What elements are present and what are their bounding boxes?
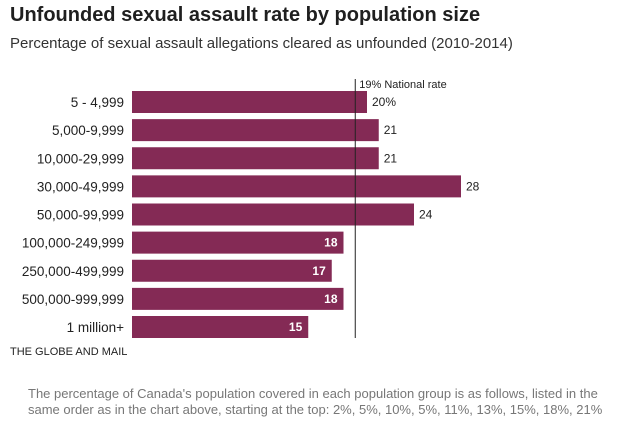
- bar-chart: 5 - 4,999 20% 5,000-9,999 21 10,000-29,999 21…: [22, 79, 480, 338]
- chart-title: Unfounded sexual assault rate by populat…: [10, 4, 481, 26]
- value-label-3: 28: [466, 179, 480, 193]
- value-label-1: 21: [384, 123, 398, 137]
- bar-5: [132, 231, 344, 254]
- value-label-2: 21: [384, 151, 398, 165]
- footnote: The percentage of Canada's population co…: [28, 386, 603, 417]
- bar-0: [132, 91, 367, 113]
- bar-7: [132, 287, 344, 310]
- value-label-4: 24: [419, 208, 433, 222]
- category-label-7: 500,000-999,999: [22, 292, 124, 307]
- source-credit: THE GLOBE AND MAIL: [10, 346, 128, 358]
- category-label-3: 30,000-49,999: [37, 179, 124, 194]
- category-label-4: 50,000-99,999: [37, 208, 124, 223]
- value-label-8: 15: [289, 320, 303, 334]
- bar-8: [132, 316, 309, 338]
- bar-2: [132, 147, 379, 170]
- bar-3: [132, 175, 461, 198]
- value-label-0: 20%: [372, 95, 396, 109]
- value-label-7: 18: [324, 292, 338, 306]
- value-label-5: 18: [324, 236, 338, 250]
- value-label-6: 17: [312, 264, 326, 278]
- category-label-5: 100,000-249,999: [22, 236, 124, 251]
- bar-1: [132, 119, 379, 142]
- chart-subtitle: Percentage of sexual assault allegations…: [10, 35, 513, 52]
- category-label-6: 250,000-499,999: [22, 264, 124, 279]
- category-label-8: 1 million+: [67, 320, 125, 335]
- category-label-0: 5 - 4,999: [71, 95, 124, 110]
- national-rate-label: 19% National rate: [359, 79, 446, 91]
- bar-6: [132, 259, 332, 282]
- bar-4: [132, 203, 414, 226]
- category-label-2: 10,000-29,999: [37, 151, 124, 166]
- category-label-1: 5,000-9,999: [52, 123, 124, 138]
